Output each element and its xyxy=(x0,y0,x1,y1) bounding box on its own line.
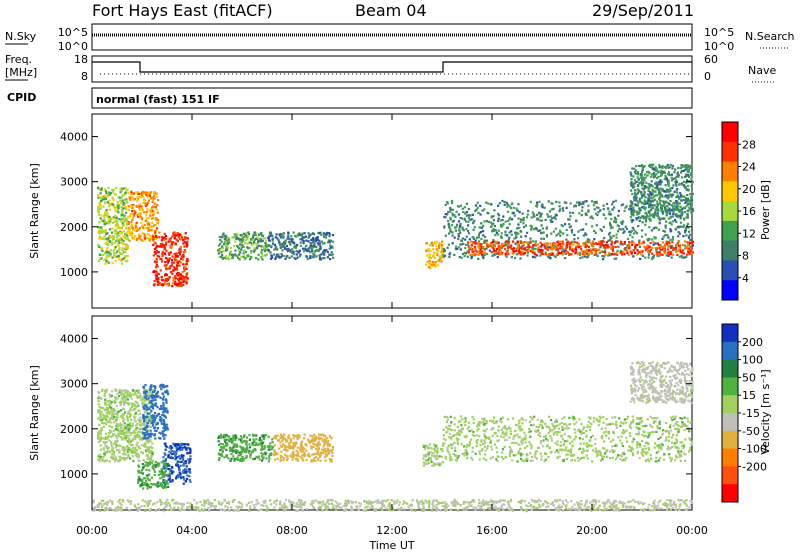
velocity-colorbar-tick: -15 xyxy=(742,407,760,420)
power-region-8 xyxy=(629,163,695,220)
power-colorbar-swatch xyxy=(722,240,738,261)
velocity-colorbar-swatch xyxy=(722,377,738,396)
velocity-colorbar-tick: 100 xyxy=(742,354,763,367)
freq-right-tick-bottom: 0 xyxy=(704,70,711,83)
velocity-colorbar-swatch xyxy=(722,395,738,414)
velocity-colorbar-tick: 200 xyxy=(742,336,763,349)
power-region-1 xyxy=(127,190,160,242)
noise-sky-label: N.Sky xyxy=(5,30,37,43)
noise-left-tick-bottom: 10^0 xyxy=(58,40,88,53)
velocity-colorbar-swatch xyxy=(722,484,738,503)
cpid-label: CPID xyxy=(7,91,36,104)
velocity-region-0 xyxy=(97,388,155,463)
power-colorbar-label: Power [dB] xyxy=(759,180,772,240)
noise-panel: N.Sky 10^5 10^0 10^5 10^0 N.Search xyxy=(5,23,795,53)
freq-panel: Freq. [MHz] 18 8 60 0 Nave xyxy=(5,53,776,83)
velocity-region-7 xyxy=(442,415,694,463)
velocity-region-5 xyxy=(272,433,335,463)
time-xtick-label: 12:00 xyxy=(376,524,408,537)
power-colorbar: Power [dB] 4 8 12 16 20 24 28 xyxy=(721,121,772,301)
velocity-colorbar-swatch xyxy=(722,341,738,361)
time-xlabel: Time UT xyxy=(368,539,414,552)
power-colorbar-swatch xyxy=(722,280,738,301)
power-colorbar-swatch xyxy=(722,122,738,143)
velocity-region-1 xyxy=(142,383,170,440)
velocity-panel: 1000 2000 3000 4000 00:00 04:00 08:00 12:00 16:… xyxy=(28,114,708,552)
power-colorbar-swatch xyxy=(722,161,738,182)
power-colorbar-tick: 16 xyxy=(742,205,756,218)
power-colorbar-tick: 28 xyxy=(742,138,756,151)
power-colorbar-tick: 24 xyxy=(742,161,756,174)
time-xtick-label: 16:00 xyxy=(476,524,508,537)
freq-right-tick-top: 60 xyxy=(704,53,718,66)
date-label: 29/Sep/2011 xyxy=(592,1,694,20)
power-region-0 xyxy=(97,186,130,265)
velocity-ytick-label: 4000 xyxy=(60,333,88,346)
noise-left-tick-top: 10^5 xyxy=(58,26,88,39)
freq-label-1: Freq. xyxy=(5,53,32,66)
velocity-colorbar-tick: 50 xyxy=(742,371,756,384)
velocity-ylabel: Slant Range [km] xyxy=(28,365,41,461)
velocity-colorbar-swatch xyxy=(722,413,738,432)
velocity-region-3 xyxy=(137,461,170,490)
power-colorbar-swatch xyxy=(722,201,738,222)
velocity-region-8 xyxy=(629,361,694,404)
power-region-3 xyxy=(217,231,269,261)
cpid-value: normal (fast) 151 IF xyxy=(96,93,220,106)
power-ytick-label: 3000 xyxy=(60,176,88,189)
velocity-colorbar-tick: -100 xyxy=(742,443,767,456)
power-ytick-label: 4000 xyxy=(60,131,88,144)
velocity-region-4 xyxy=(217,433,275,463)
velocity-region-6 xyxy=(422,443,445,467)
nave-label: Nave xyxy=(748,64,776,77)
velocity-colorbar-tick: -50 xyxy=(742,425,760,438)
freq-left-tick-top: 18 xyxy=(74,53,88,66)
power-colorbar-swatch xyxy=(722,141,738,163)
velocity-colorbar: Velocity [m s⁻¹] 200 100 50 15 -15 -50 -100 -20… xyxy=(721,323,772,503)
noise-right-tick-bottom: 10^0 xyxy=(704,40,734,53)
power-ylabel: Slant Range [km] xyxy=(28,163,41,259)
velocity-colorbar-swatch xyxy=(722,448,738,467)
power-colorbar-tick: 4 xyxy=(742,272,749,285)
power-region-5 xyxy=(425,240,444,270)
power-colorbar-swatch xyxy=(722,181,738,202)
beam-label: Beam 04 xyxy=(355,1,427,20)
velocity-ytick-label: 2000 xyxy=(60,423,88,436)
velocity-colorbar-tick: -200 xyxy=(742,460,767,473)
time-xtick-label: 20:00 xyxy=(576,524,608,537)
freq-trace xyxy=(92,61,692,73)
power-region-4 xyxy=(267,231,335,261)
velocity-ytick-label: 1000 xyxy=(60,468,88,481)
velocity-colorbar-label: Velocity [m s⁻¹] xyxy=(759,369,772,454)
time-xtick-label: 00:00 xyxy=(676,524,708,537)
freq-left-tick-bottom: 8 xyxy=(81,70,88,83)
velocity-colorbar-swatch xyxy=(722,430,738,450)
power-region-7 xyxy=(467,240,695,256)
power-colorbar-tick: 12 xyxy=(742,227,756,240)
power-colorbar-tick: 8 xyxy=(742,250,749,263)
velocity-colorbar-swatch xyxy=(722,359,738,378)
power-region-2 xyxy=(152,231,190,288)
time-xtick-label: 04:00 xyxy=(176,524,208,537)
velocity-ytick-label: 3000 xyxy=(60,378,88,391)
power-colorbar-swatch xyxy=(722,260,738,281)
velocity-colorbar-swatch xyxy=(722,466,738,485)
power-ytick-label: 2000 xyxy=(60,221,88,234)
power-panel: 1000 2000 3000 4000 Slant Range [km] xyxy=(28,113,695,309)
noise-search-label: N.Search xyxy=(745,30,795,43)
velocity-colorbar-swatch xyxy=(722,324,738,343)
power-colorbar-swatch xyxy=(722,220,738,242)
time-xtick-label: 00:00 xyxy=(76,524,108,537)
velocity-region-9 xyxy=(92,498,694,513)
station-title: Fort Hays East (fitACF) xyxy=(92,1,273,20)
noise-right-tick-top: 10^5 xyxy=(704,26,734,39)
velocity-colorbar-tick: 15 xyxy=(742,389,756,402)
power-ytick-label: 1000 xyxy=(60,266,88,279)
time-xtick-label: 08:00 xyxy=(276,524,308,537)
freq-label-2: [MHz] xyxy=(5,66,37,79)
cpid-panel: CPID normal (fast) 151 IF xyxy=(7,87,693,109)
power-colorbar-tick: 20 xyxy=(742,183,756,196)
